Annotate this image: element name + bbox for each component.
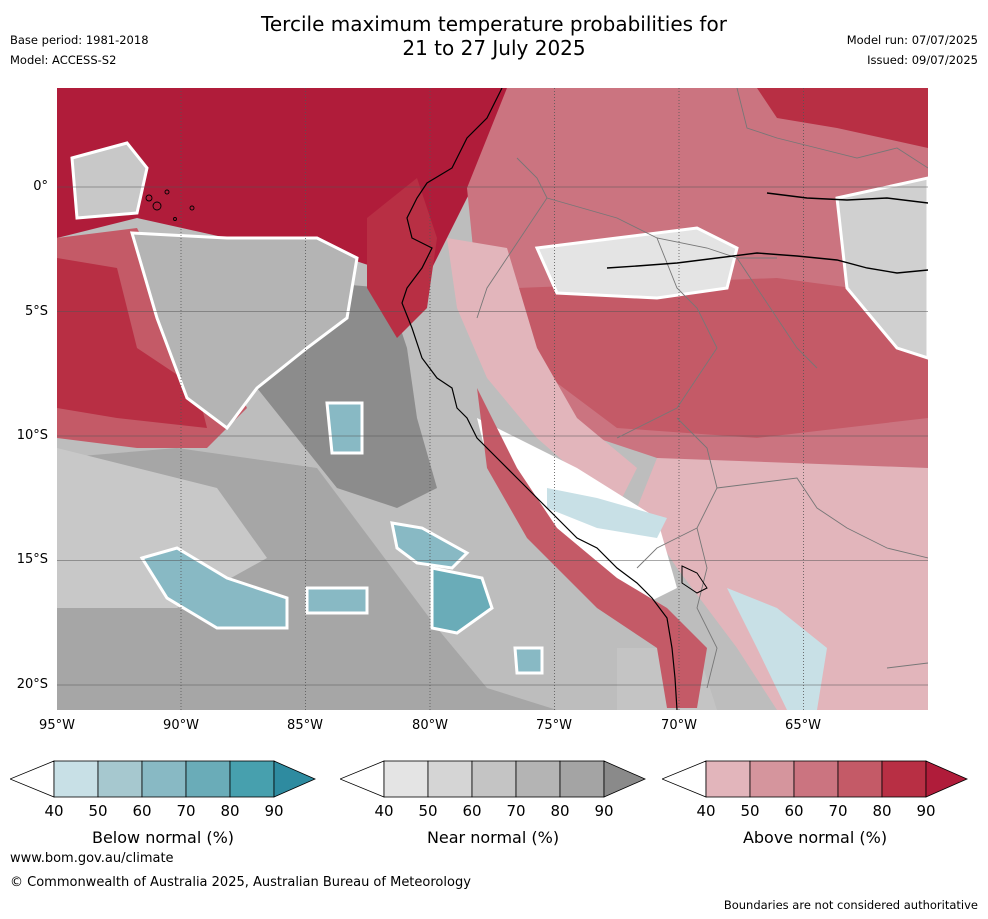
lat-label-10s: 10°S — [16, 428, 48, 443]
tick-below-70: 70 — [176, 802, 196, 820]
tick-below-40: 40 — [44, 802, 64, 820]
lon-label-85w: 85°W — [287, 718, 323, 733]
near-normal-amazon — [534, 226, 739, 300]
lon-label-70w: 70°W — [661, 718, 697, 733]
tick-below-80: 80 — [220, 802, 240, 820]
latitude-lines — [57, 186, 928, 686]
tick-near-90: 90 — [594, 802, 614, 820]
lon-label-90w: 90°W — [163, 718, 199, 733]
lat-label-5s: 5°S — [24, 304, 48, 319]
label-near-normal: Near normal (%) — [426, 828, 560, 847]
tick-near-70: 70 — [506, 802, 526, 820]
title-line-1: Tercile maximum temperature probabilitie… — [261, 12, 727, 36]
tick-above-90: 90 — [916, 802, 936, 820]
model-name: Model: ACCESS-S2 — [10, 53, 117, 67]
copyright: © Commonwealth of Australia 2025, Austra… — [10, 875, 471, 890]
borders — [476, 88, 928, 689]
title-line-2: 21 to 27 July 2025 — [402, 36, 586, 60]
lon-label-95w: 95°W — [39, 718, 75, 733]
lake-titicaca — [681, 565, 708, 594]
colorbar-above — [660, 760, 968, 798]
colorbar-below — [8, 760, 316, 798]
galapagos-islands — [145, 189, 195, 221]
tick-near-40: 40 — [374, 802, 394, 820]
meta-right: Model run: 07/07/2025 Issued: 09/07/2025 — [847, 30, 978, 70]
lon-label-65w: 65°W — [785, 718, 821, 733]
above-normal-coast-south — [477, 388, 707, 708]
tick-below-90: 90 — [264, 802, 284, 820]
river — [606, 192, 928, 274]
below-normal-a — [139, 546, 289, 630]
tick-above-70: 70 — [828, 802, 848, 820]
tick-above-40: 40 — [696, 802, 716, 820]
label-below-normal: Below normal (%) — [91, 828, 235, 847]
map-svg — [57, 88, 928, 710]
below-normal-c — [325, 401, 364, 455]
coastline — [401, 88, 678, 710]
below-normal-b — [305, 586, 369, 615]
above-normal-pale-strip — [447, 238, 637, 508]
model-run: Model run: 07/07/2025 — [846, 33, 978, 47]
below-normal-e — [430, 566, 494, 635]
issued-date: Issued: 09/07/2025 — [867, 53, 978, 67]
probability-map — [57, 88, 928, 710]
tick-near-50: 50 — [418, 802, 438, 820]
above-normal-pale-se — [637, 458, 928, 710]
lat-label-20s: 20°S — [16, 677, 48, 692]
lon-label-75w: 75°W — [536, 718, 572, 733]
meta-left: Base period: 1981-2018 Model: ACCESS-S2 — [10, 30, 149, 70]
tick-above-60: 60 — [784, 802, 804, 820]
tick-below-50: 50 — [88, 802, 108, 820]
tick-below-60: 60 — [132, 802, 152, 820]
tick-near-60: 60 — [462, 802, 482, 820]
below-normal-h — [727, 588, 827, 710]
colorbar-near — [338, 760, 646, 798]
legend-above-normal: 40 50 60 70 80 90 Above normal (%) — [660, 760, 968, 847]
above-normal-west-core — [57, 258, 207, 428]
lat-label-15s: 15°S — [16, 552, 48, 567]
near-normal-ocean — [129, 231, 359, 431]
website-link[interactable]: www.bom.gov.au/climate — [10, 851, 174, 866]
legend-near-normal: 40 50 60 70 80 90 Near normal (%) — [338, 760, 646, 847]
above-normal-coast-north — [367, 178, 437, 338]
tick-above-80: 80 — [872, 802, 892, 820]
label-above-normal: Above normal (%) — [742, 828, 888, 847]
near-normal-west-pocket — [70, 141, 149, 220]
above-normal-central — [517, 278, 928, 438]
tick-near-80: 80 — [550, 802, 570, 820]
base-period: Base period: 1981-2018 — [10, 33, 149, 47]
near-normal-east — [835, 176, 928, 360]
above-normal-ne-core — [757, 88, 928, 148]
lon-label-80w: 80°W — [412, 718, 448, 733]
lat-label-0: 0° — [33, 179, 48, 194]
chart-title: Tercile maximum temperature probabilitie… — [0, 12, 988, 60]
below-normal-d — [390, 521, 470, 570]
below-normal-g — [547, 488, 667, 538]
near-normal-zone-light — [57, 448, 267, 608]
legend-below-normal: 40 50 60 70 80 90 Below normal (%) — [8, 760, 316, 847]
disclaimer: Boundaries are not considered authoritat… — [723, 898, 978, 912]
tick-above-50: 50 — [740, 802, 760, 820]
below-normal-f — [513, 646, 544, 675]
